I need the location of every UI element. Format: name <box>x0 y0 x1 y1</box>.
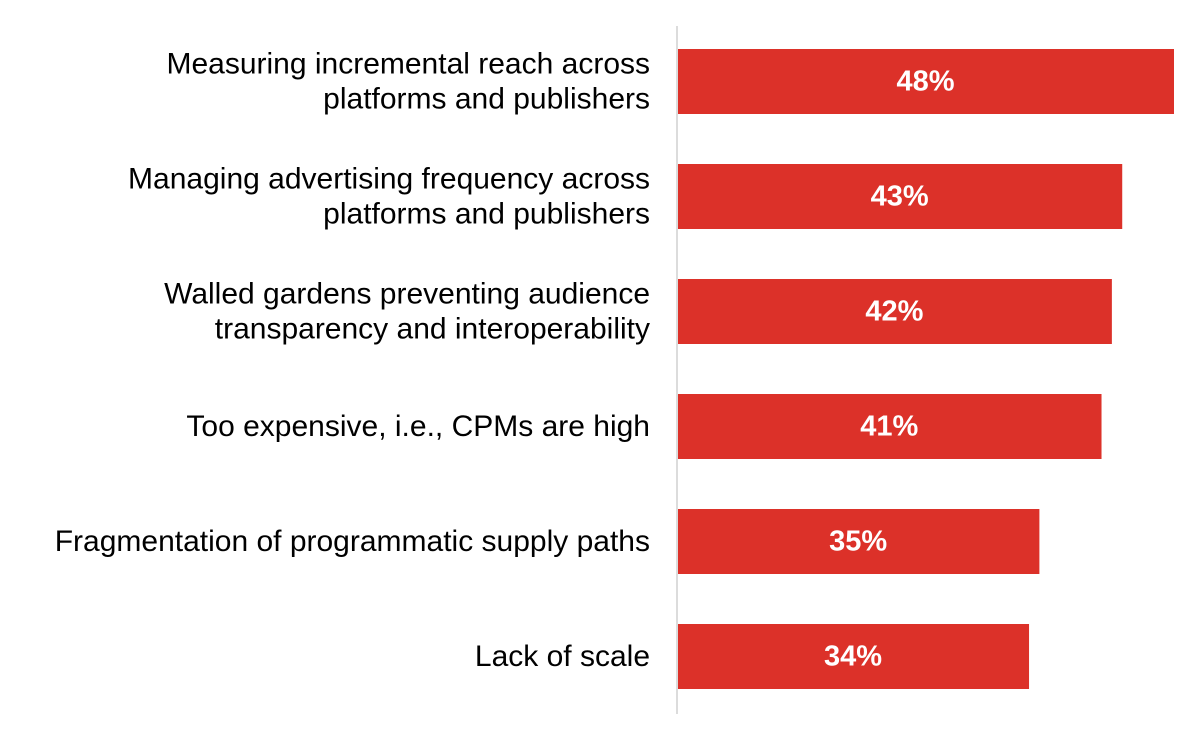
category-label-4-line-0: Fragmentation of programmatic supply pat… <box>55 525 650 558</box>
bar-1 <box>678 164 1123 229</box>
value-label-4: 35% <box>829 526 887 558</box>
category-label-1-line-0: Managing advertising frequency across <box>128 163 650 196</box>
category-labels-group: Measuring incremental reach acrossplatfo… <box>55 48 650 674</box>
bar-5 <box>678 624 1030 689</box>
bar-4 <box>678 509 1040 574</box>
category-label-3-line-0: Too expensive, i.e., CPMs are high <box>186 410 650 443</box>
value-label-0: 48% <box>896 66 954 98</box>
bar-3 <box>678 394 1102 459</box>
category-label-0-line-1: platforms and publishers <box>323 83 650 116</box>
value-label-1: 43% <box>871 181 929 213</box>
value-label-3: 41% <box>860 411 918 443</box>
value-label-5: 34% <box>824 641 882 673</box>
category-label-0-line-0: Measuring incremental reach across <box>166 48 650 81</box>
category-label-2-line-1: transparency and interoperability <box>215 313 650 346</box>
value-label-2: 42% <box>865 296 923 328</box>
bars-group <box>678 49 1174 689</box>
category-label-2-line-0: Walled gardens preventing audience <box>164 278 650 311</box>
bar-2 <box>678 279 1112 344</box>
category-label-1-line-1: platforms and publishers <box>323 198 650 231</box>
category-label-5-line-0: Lack of scale <box>475 640 650 673</box>
bar-0 <box>678 49 1174 114</box>
value-labels-group: 48% 43% 42% 41% 35% 34% <box>824 66 955 673</box>
